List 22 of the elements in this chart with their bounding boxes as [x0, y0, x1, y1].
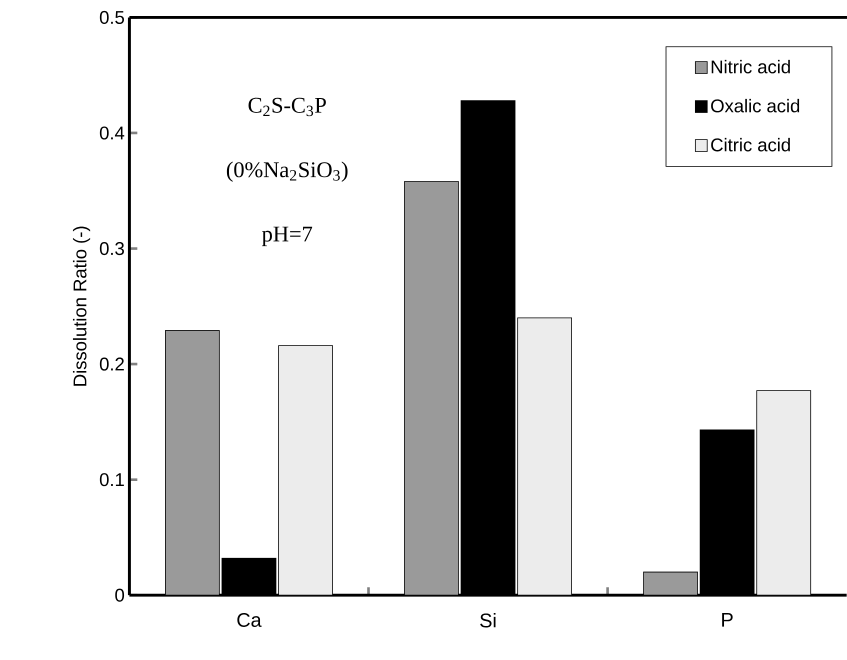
bar [517, 317, 572, 596]
legend-label: Oxalic acid [711, 98, 800, 112]
bar [643, 572, 698, 596]
y-axis-title: Dissolution Ratio (-) [72, 226, 90, 386]
y-tick-label: 0.5 [100, 10, 124, 24]
legend-label: Citric acid [711, 138, 790, 152]
legend-label: Nitric acid [712, 60, 790, 74]
x-tick-label: Ca [237, 612, 262, 627]
y-tick-label: 0.3 [100, 242, 124, 255]
x-tick-label: Si [480, 612, 496, 628]
y-tick-label: 0 [115, 588, 124, 602]
annotation: pH=7 [262, 226, 312, 246]
x-tick-label: P [722, 612, 733, 626]
y-tick-label: 0.2 [100, 357, 124, 370]
y-tick-label: 0.4 [100, 126, 124, 140]
bar [165, 330, 220, 596]
bar [756, 390, 812, 596]
annotation: (0%Na$_{2}$SiO$_{3}$) [226, 161, 348, 182]
bar [278, 345, 333, 596]
y-tick-label: 0.1 [100, 472, 124, 486]
bar [404, 180, 459, 596]
annotation: C$_{2}$S-C$_{3}$P [248, 98, 326, 116]
